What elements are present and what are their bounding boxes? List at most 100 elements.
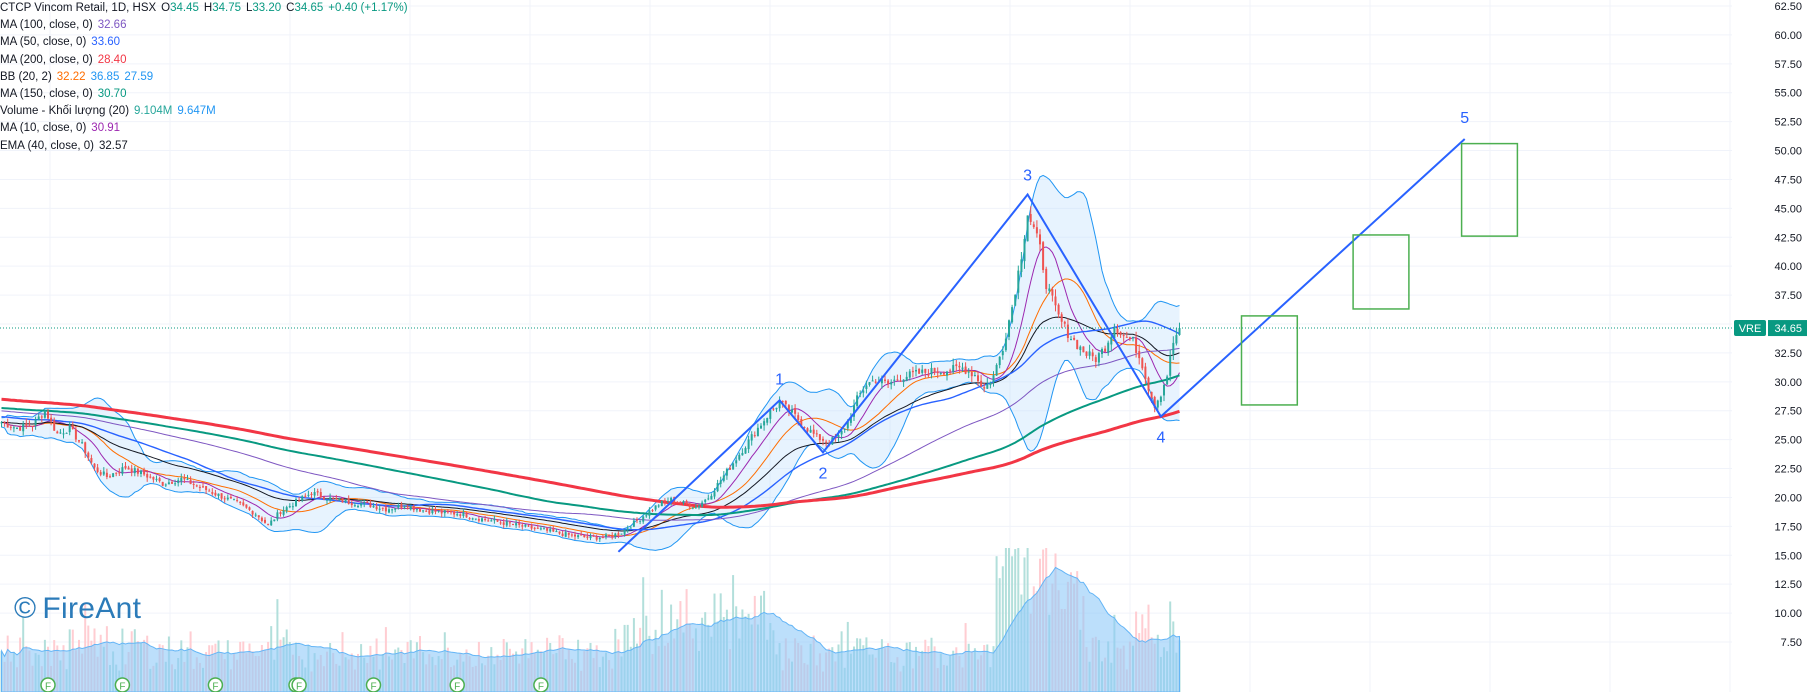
candle-body bbox=[952, 365, 955, 372]
legend-indicator-row[interactable]: MA (50, close, 0) 33.60 bbox=[0, 34, 413, 51]
elliott-wave-line[interactable] bbox=[617, 138, 1466, 553]
legend-indicator-row[interactable]: MA (150, close, 0) 30.70 bbox=[0, 86, 413, 103]
dividend-marker-label: F bbox=[454, 682, 460, 693]
candle-body bbox=[744, 448, 747, 454]
volume-ma-area bbox=[0, 566, 1180, 693]
candle-body bbox=[989, 382, 992, 386]
candle-body bbox=[205, 486, 208, 491]
candle-body bbox=[415, 509, 418, 511]
candle-body bbox=[707, 498, 710, 500]
legend-indicator-row[interactable]: MA (10, close, 0) 30.91 bbox=[0, 120, 413, 137]
candle-body bbox=[567, 532, 570, 535]
candle-body bbox=[608, 534, 611, 537]
candle-body bbox=[936, 371, 939, 374]
ma150-line bbox=[1, 374, 1180, 517]
candle-body bbox=[245, 504, 248, 508]
candle-body bbox=[725, 468, 728, 476]
candle-body bbox=[546, 528, 549, 531]
candle-body bbox=[332, 497, 335, 499]
candle-body bbox=[558, 531, 561, 534]
candle-body bbox=[955, 364, 958, 367]
candle-body bbox=[78, 440, 80, 442]
candle-body bbox=[47, 411, 49, 419]
candle-body bbox=[980, 380, 983, 387]
candle-body bbox=[512, 523, 514, 525]
candle-body bbox=[856, 395, 859, 406]
legend-indicator-row[interactable]: BB (20, 2) 32.22 36.85 27.59 bbox=[0, 69, 413, 86]
candle-body bbox=[400, 504, 403, 509]
candle-body bbox=[53, 420, 56, 431]
ma100-line bbox=[1, 347, 1180, 521]
candle-body bbox=[1088, 351, 1091, 356]
volume-bar bbox=[995, 556, 998, 692]
candle-body bbox=[902, 379, 905, 383]
candle-body bbox=[143, 469, 146, 475]
candle-body bbox=[434, 509, 437, 512]
dividend-markers: FFFFFFFF bbox=[40, 677, 549, 693]
candle-body bbox=[419, 508, 421, 512]
candle-body bbox=[115, 472, 118, 474]
candle-body bbox=[518, 522, 521, 525]
candle-body bbox=[43, 410, 46, 418]
price-axis-tick-label: 7.50 bbox=[1781, 637, 1802, 649]
price-axis-tick-label: 37.50 bbox=[1774, 290, 1802, 302]
price-axis-tick-label: 15.00 bbox=[1774, 550, 1802, 562]
candle-body bbox=[366, 501, 369, 503]
candle-body bbox=[729, 467, 731, 470]
candle-body bbox=[130, 468, 133, 473]
candle-body bbox=[6, 423, 9, 428]
bb-upper-line bbox=[1, 174, 1180, 531]
price-tag-value: 34.65 bbox=[1774, 323, 1802, 335]
legend-indicator-row[interactable]: MA (100, close, 0) 32.66 bbox=[0, 17, 413, 34]
candle-body bbox=[663, 500, 666, 502]
change-value: +0.40 (+1.17%) bbox=[328, 2, 408, 14]
legend-indicator-row[interactable]: Volume - Khối lượng (20) 9.104M 9.647M bbox=[0, 103, 413, 120]
candle-body bbox=[713, 491, 716, 497]
legend-indicator-row[interactable]: EMA (40, close, 0) 32.57 bbox=[0, 138, 413, 155]
target-box[interactable] bbox=[1460, 142, 1519, 237]
candle-body bbox=[174, 483, 177, 485]
legend-indicator-row[interactable]: MA (200, close, 0) 28.40 bbox=[0, 52, 413, 69]
candle-body bbox=[1008, 320, 1010, 337]
volume-bar bbox=[1004, 548, 1007, 692]
dividend-marker-label: F bbox=[538, 682, 544, 693]
volume-pane bbox=[0, 548, 1181, 693]
candle-body bbox=[1178, 328, 1181, 336]
price-axis-tick-label: 57.50 bbox=[1774, 59, 1802, 71]
price-axis-tick-label: 17.50 bbox=[1774, 521, 1802, 533]
candle-body bbox=[1159, 396, 1162, 403]
candle-body bbox=[890, 382, 893, 385]
candle-body bbox=[360, 503, 363, 506]
candle-body bbox=[992, 375, 995, 383]
candle-body bbox=[1020, 259, 1023, 273]
candle-body bbox=[459, 514, 462, 516]
candle-body bbox=[632, 520, 635, 527]
candle-body bbox=[639, 520, 642, 522]
indicator-label: MA (200, close, 0) bbox=[0, 53, 93, 66]
target-box[interactable] bbox=[1240, 315, 1299, 406]
candle-body bbox=[307, 494, 310, 496]
last-price-tag: VRE 34.65 bbox=[0, 320, 1807, 337]
candle-body bbox=[1060, 314, 1063, 322]
indicator-label: MA (150, close, 0) bbox=[0, 87, 93, 100]
candle-body bbox=[815, 433, 818, 435]
candle-body bbox=[977, 375, 979, 382]
indicator-label: BB (20, 2) bbox=[0, 70, 52, 83]
candle-body bbox=[806, 428, 809, 432]
candle-body bbox=[791, 409, 793, 413]
candle-body bbox=[986, 383, 989, 389]
candle-body bbox=[502, 522, 505, 525]
wave-label: 3 bbox=[1023, 167, 1032, 184]
candle-body bbox=[797, 415, 800, 421]
candle-body bbox=[22, 423, 25, 432]
candle-body bbox=[716, 482, 719, 492]
target-box[interactable] bbox=[1352, 234, 1410, 310]
candle-body bbox=[1051, 289, 1054, 296]
price-axis-tick-label: 50.00 bbox=[1774, 146, 1802, 158]
legend-header: CTCP Vincom Retail, 1D, HSX O34.45 H34.75 L… bbox=[0, 0, 413, 17]
candle-body bbox=[1166, 376, 1169, 385]
price-axis-tick-label: 10.00 bbox=[1774, 608, 1802, 620]
candle-body bbox=[322, 496, 325, 500]
